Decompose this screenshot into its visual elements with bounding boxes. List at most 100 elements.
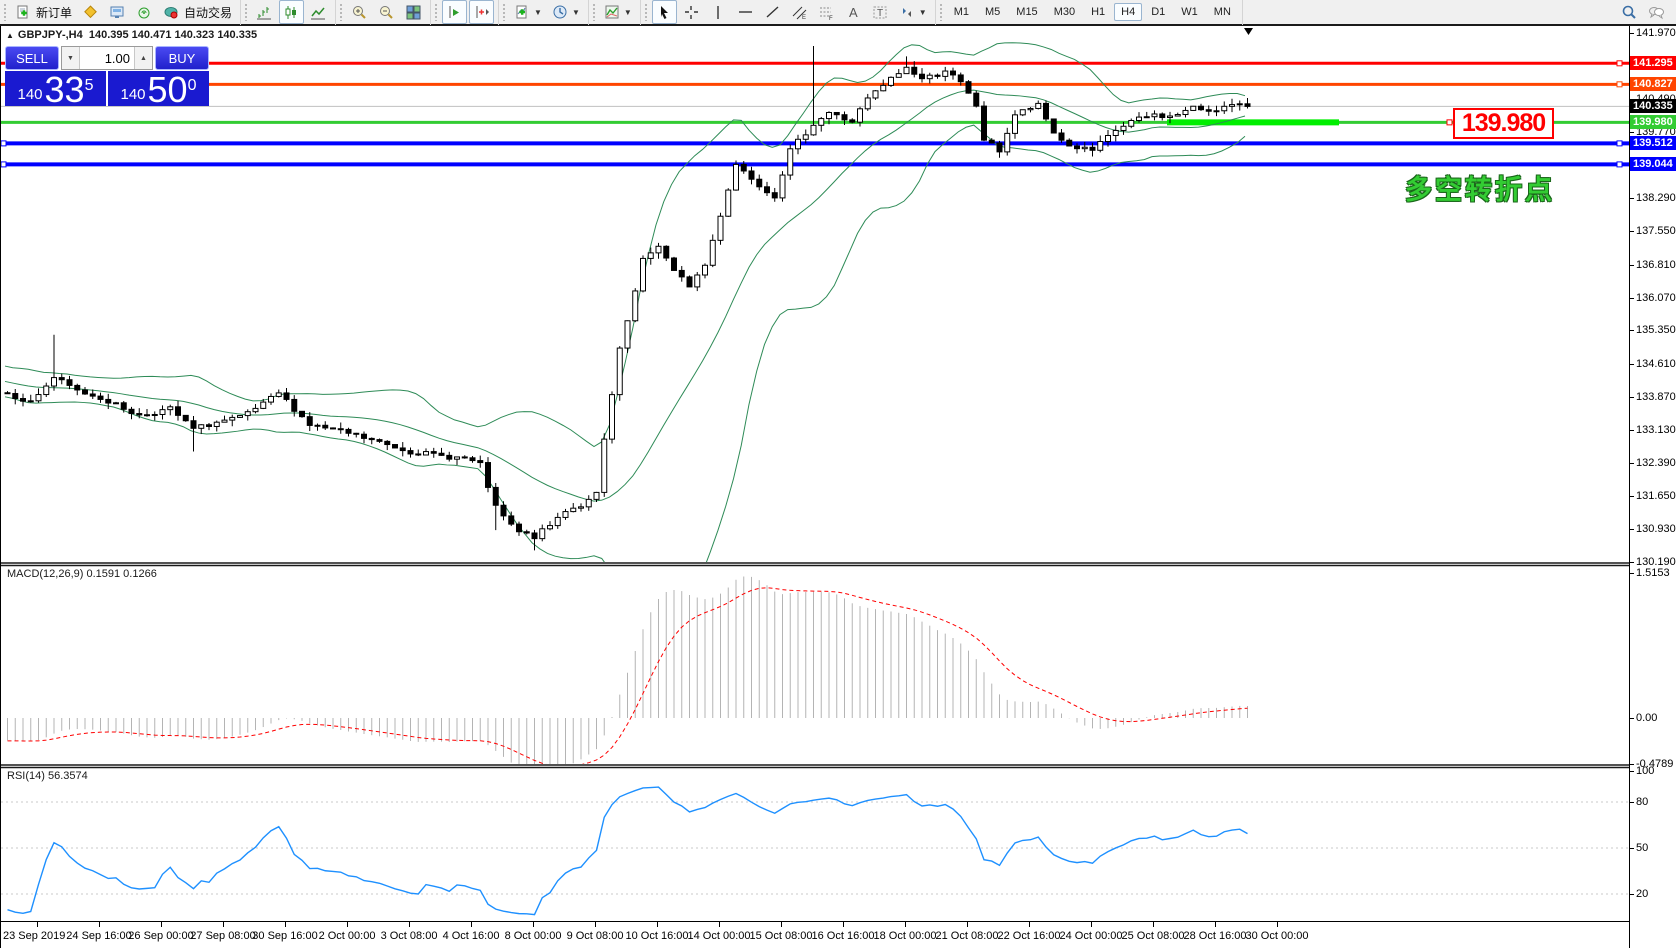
line-handle xyxy=(1,140,7,147)
toolbar-grip[interactable] xyxy=(591,3,596,21)
toolbar-group-1 xyxy=(241,0,337,25)
panel-collapse-icon[interactable]: ▲ xyxy=(6,31,14,40)
line-chart-button[interactable] xyxy=(306,0,331,24)
macd-values: 0.1591 0.1266 xyxy=(86,568,157,580)
dropdown-caret-icon[interactable]: ▼ xyxy=(623,7,632,17)
toolbar-grip[interactable] xyxy=(643,3,648,21)
timeframe-m5-button[interactable]: M5 xyxy=(985,6,1001,18)
toolbar-grip[interactable] xyxy=(938,3,943,21)
bar-chart-button[interactable] xyxy=(252,0,277,24)
volume-increase-button[interactable]: ▲ xyxy=(134,47,152,69)
toolbar-right-icons xyxy=(1616,0,1676,24)
autotrading-button[interactable]: 自动交易 xyxy=(159,0,236,24)
volume-value[interactable]: 1.00 xyxy=(104,50,130,66)
price-tag: 139.980 xyxy=(1630,115,1676,130)
indicators-icon xyxy=(604,4,621,21)
text-icon: A xyxy=(845,4,862,21)
price-tag: 139.512 xyxy=(1630,136,1676,151)
cursor-button[interactable] xyxy=(651,0,677,24)
time-label: 26 Sep 00:00 xyxy=(128,930,194,942)
sell-price-display[interactable]: 140 33 5 xyxy=(5,71,106,108)
new-order-button[interactable]: 新订单 xyxy=(11,0,76,24)
fibonacci-button[interactable]: F xyxy=(814,0,839,24)
toolbar-grip[interactable] xyxy=(339,3,344,21)
crosshair-icon xyxy=(683,4,700,21)
auto-scroll-button[interactable] xyxy=(442,0,468,24)
toolbar-group-4: ▼ ▼ xyxy=(499,0,589,25)
toolbar-group-3 xyxy=(431,0,500,25)
support-highlight xyxy=(1167,119,1339,126)
timeframe-m1-button[interactable]: M1 xyxy=(953,6,969,18)
timeframe-m30-button[interactable]: M30 xyxy=(1053,6,1076,18)
zoom-out-button[interactable] xyxy=(374,0,399,24)
dropdown-caret-icon[interactable]: ▼ xyxy=(534,7,542,17)
zoom-out-icon xyxy=(378,4,395,21)
time-label: 8 Oct 00:00 xyxy=(504,930,562,942)
buy-price-display[interactable]: 140 50 0 xyxy=(108,71,209,108)
dropdown-caret-icon[interactable]: ▼ xyxy=(918,7,927,17)
text-label-button[interactable]: T xyxy=(868,0,893,24)
line-handle xyxy=(1616,81,1623,88)
ohlc-values: 140.395 140.471 140.323 140.335 xyxy=(88,29,258,41)
bollinger-bands xyxy=(4,42,1246,562)
arrows-button[interactable]: ▼ xyxy=(895,0,931,24)
signal-button[interactable] xyxy=(132,0,157,24)
toolbar-grip[interactable] xyxy=(3,3,7,21)
zoom-in-button[interactable] xyxy=(347,0,372,24)
dropdown-caret-icon[interactable]: ▼ xyxy=(571,7,580,17)
time-label: 24 Oct 00:00 xyxy=(1059,930,1123,942)
toolbar-grip[interactable] xyxy=(244,3,249,21)
horizontal-line-button[interactable] xyxy=(733,0,758,24)
horizontal-line-icon xyxy=(737,4,754,21)
timeframe-m15-button[interactable]: M15 xyxy=(1016,6,1038,18)
svg-text:F: F xyxy=(829,16,833,21)
crosshair-button[interactable] xyxy=(679,0,704,24)
cursor-icon xyxy=(656,4,673,21)
text-button[interactable]: A xyxy=(841,0,866,24)
chart-shift-marker xyxy=(1244,28,1253,35)
timeframe-w1-button[interactable]: W1 xyxy=(1181,6,1198,18)
signal-icon xyxy=(136,4,153,21)
channel-button[interactable]: E xyxy=(787,0,812,24)
price-scale[interactable]: 141.970140.490139.770138.290137.550136.8… xyxy=(1629,26,1676,948)
text-label-icon: T xyxy=(872,4,889,21)
toolbar-grip[interactable] xyxy=(434,3,439,21)
terminal-icon xyxy=(109,4,126,21)
time-label: 9 Oct 08:00 xyxy=(566,930,624,942)
indicators-button[interactable]: ▼ xyxy=(600,0,636,24)
chart-shift-button[interactable] xyxy=(469,0,495,24)
timeframe-h1-button[interactable]: H1 xyxy=(1091,6,1106,18)
search-icon[interactable] xyxy=(1617,0,1642,24)
bar-chart-icon xyxy=(256,4,273,21)
candlestick-button[interactable] xyxy=(279,0,305,24)
tile-windows-button[interactable] xyxy=(401,0,426,24)
time-label: 10 Oct 16:00 xyxy=(625,930,689,942)
volume-field[interactable]: ▼ 1.00 ▲ xyxy=(61,46,153,70)
timeframe-d1-button[interactable]: D1 xyxy=(1151,6,1166,18)
comments-icon[interactable] xyxy=(1644,0,1669,24)
volume-decrease-button[interactable]: ▼ xyxy=(62,47,80,69)
chinese-annotation-text[interactable]: 多空转折点 xyxy=(1405,175,1555,205)
terminal-button[interactable] xyxy=(105,0,130,24)
line-handle xyxy=(1616,60,1623,67)
period-button[interactable]: ▼ xyxy=(548,0,584,24)
line-handle xyxy=(1616,140,1623,147)
time-scale[interactable]: 23 Sep 2019 24 Sep 16:00 26 Sep 00:00 27 Se… xyxy=(1,921,1629,949)
buy-price-sup: 0 xyxy=(187,77,197,94)
tile-windows-icon xyxy=(405,4,422,21)
time-label: 18 Oct 00:00 xyxy=(873,930,937,942)
cube-button[interactable] xyxy=(78,0,103,24)
new-order-label: 新订单 xyxy=(36,5,73,20)
new-chart-button[interactable]: ▼ xyxy=(510,0,546,24)
toolbar-grip[interactable] xyxy=(502,3,507,21)
timeframe-mn-button[interactable]: MN xyxy=(1213,6,1231,18)
vertical-line-button[interactable] xyxy=(706,0,731,24)
trend-line-button[interactable] xyxy=(760,0,785,24)
chart-symbol-line: ▲ GBPJPY-,H4 140.395 140.471 140.323 140.… xyxy=(6,29,257,41)
timeframe-h4-button[interactable]: H4 xyxy=(1114,3,1143,21)
price-chart-canvas[interactable] xyxy=(1,26,1629,948)
one-click-trading-panel: SELL ▼ 1.00 ▲ BUY 140 33 5 140 50 0 xyxy=(5,46,209,108)
price-annotation-box[interactable]: 139.980 xyxy=(1453,108,1554,139)
buy-button[interactable]: BUY xyxy=(155,46,209,70)
sell-button[interactable]: SELL xyxy=(5,46,59,70)
